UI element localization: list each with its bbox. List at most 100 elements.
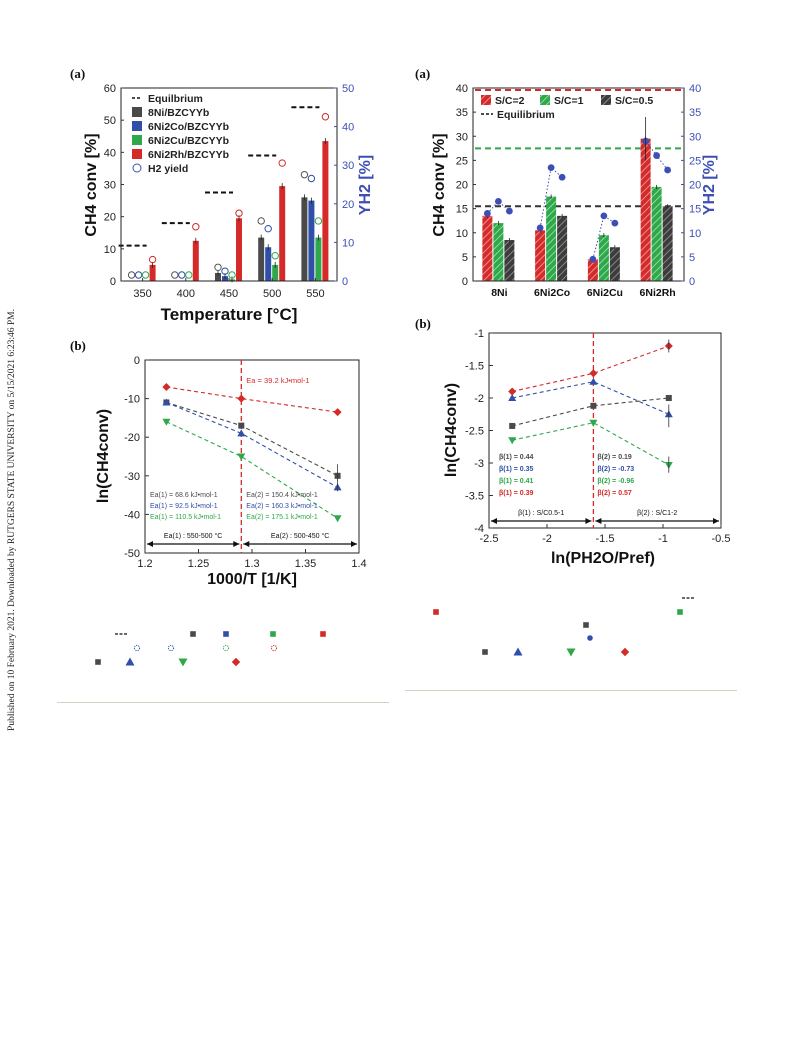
right-divider-rule	[405, 690, 737, 691]
x-tick-label: 450	[220, 288, 238, 300]
bar	[315, 237, 322, 281]
data-point	[162, 418, 171, 426]
y-axis-label: CH4 conv [%]	[83, 133, 100, 236]
panel-label: (a)	[70, 66, 85, 81]
y-tick-label: -2.5	[465, 426, 484, 438]
x-tick-label: -2	[542, 533, 552, 545]
y-tick-label: 40	[104, 147, 116, 159]
y2-tick-label: 40	[342, 122, 354, 134]
h2-yield-circle	[185, 271, 193, 279]
x-tick-label: 1.2	[137, 558, 152, 570]
bar	[265, 247, 272, 281]
y-tick-label: 50	[104, 115, 116, 127]
y2-tick-label: 35	[689, 107, 701, 119]
data-point	[237, 429, 246, 437]
bar	[272, 264, 279, 281]
x-tick-label: 500	[263, 288, 281, 300]
beta2-label: β(2) = 0.19	[597, 454, 632, 461]
range2-arrowhead-left	[595, 518, 602, 524]
h2-yield-circle	[321, 113, 330, 121]
range1-label: Ea(1) : 550-500 °C	[164, 532, 222, 540]
series-line	[512, 345, 669, 393]
h2-yield-point	[494, 197, 502, 205]
y-tick-label: 10	[456, 228, 468, 240]
y2-tick-label: 0	[689, 276, 695, 288]
y-tick-label: 0	[462, 276, 468, 288]
ea2-label: Ea(2) = 150.4 kJ•mol-1	[246, 492, 318, 499]
x-tick-label: 400	[177, 288, 195, 300]
bar	[557, 215, 568, 281]
x-tick-label: 1.3	[244, 558, 259, 570]
h2-yield-point	[483, 210, 491, 217]
filled-square-icon	[223, 631, 229, 637]
beta2-label: β(2) = 0.57	[597, 490, 632, 497]
h2-yield-line	[539, 166, 563, 229]
open-circle-icon	[167, 644, 175, 652]
h2-yield-circle	[264, 224, 272, 233]
y-tick-label: -30	[124, 471, 140, 483]
y2-tick-label: 30	[689, 131, 701, 143]
x-tick-label: -1	[658, 533, 668, 545]
bar	[322, 141, 329, 281]
legend-label: S/C=0.5	[615, 95, 653, 107]
h2-yield-circle	[171, 271, 179, 279]
legend-label: 6Ni2Co/BZCYYb	[148, 121, 229, 133]
panel-label: (b)	[415, 316, 431, 331]
ea1-label: Ea(1) = 68.6 kJ•mol-1	[150, 492, 218, 499]
data-point	[237, 453, 246, 461]
h2-yield-circle	[314, 217, 323, 225]
data-point	[508, 437, 517, 445]
open-circle-icon	[270, 644, 278, 652]
legend-label: Equilibrium	[497, 109, 555, 121]
beta1-label: β(1) = 0.39	[499, 490, 534, 497]
y2-tick-label: 20	[342, 199, 354, 211]
x-tick-label: 350	[133, 288, 151, 300]
series-line	[512, 397, 669, 427]
range2-arrowhead-right	[713, 518, 719, 524]
range1-label: β(1) : S/C0.5-1	[518, 510, 564, 517]
data-point	[237, 394, 246, 403]
h2-yield-point	[600, 212, 608, 220]
h2-yield-point	[505, 207, 513, 215]
filled-triangle-icon	[513, 647, 523, 656]
data-point	[590, 402, 597, 409]
range1-arrowhead-right	[233, 541, 240, 547]
y2-tick-label: 10	[689, 228, 701, 240]
y-tick-label: 60	[104, 83, 116, 95]
x-tick-label: 550	[306, 288, 324, 300]
bar	[301, 197, 308, 281]
range1-arrowhead-left	[491, 518, 497, 524]
chart-right-b: (b) -2.5 -2 -1.5 -1 -0.5 -1 -1.5 -2 -2.5 -3 -3.5 -4 β…	[415, 316, 730, 567]
legend-label: Equilbrium	[148, 93, 203, 105]
series-line	[166, 401, 338, 488]
x-axis-label: 1000/T [1/K]	[207, 571, 297, 588]
data-point	[238, 422, 245, 429]
h2-yield-circle	[257, 217, 265, 225]
y2-tick-label: 15	[689, 204, 701, 216]
bar	[215, 272, 221, 281]
x-tick-label: -0.5	[712, 533, 731, 545]
plot-frame	[488, 332, 722, 529]
x-tick-label: 1.35	[295, 558, 316, 570]
y-tick-label: 0	[134, 355, 140, 367]
h2-yield-circle	[192, 223, 200, 231]
bar	[504, 239, 515, 281]
h2-yield-point	[589, 255, 597, 263]
bar	[149, 264, 156, 281]
legend-swatch	[132, 107, 142, 117]
y-tick-label: 20	[456, 180, 468, 192]
data-point	[162, 398, 171, 406]
ea1-label: Ea(1) = 110.5 kJ•mol-1	[150, 514, 221, 521]
bar	[609, 247, 620, 281]
legend-label: 6Ni2Cu/BZCYYb	[148, 135, 229, 147]
y-tick-label: 30	[456, 131, 468, 143]
bar	[493, 223, 504, 281]
legend-key-icons	[95, 597, 694, 667]
x-tick-label: -2.5	[480, 533, 499, 545]
x-tick-label: 6Ni2Cu	[587, 287, 623, 299]
range2-label: β(2) : S/C1-2	[637, 510, 677, 517]
filled-triangle-icon	[125, 657, 135, 666]
h2-yield-circle	[214, 263, 222, 271]
x-tick-label: 1.25	[188, 558, 209, 570]
